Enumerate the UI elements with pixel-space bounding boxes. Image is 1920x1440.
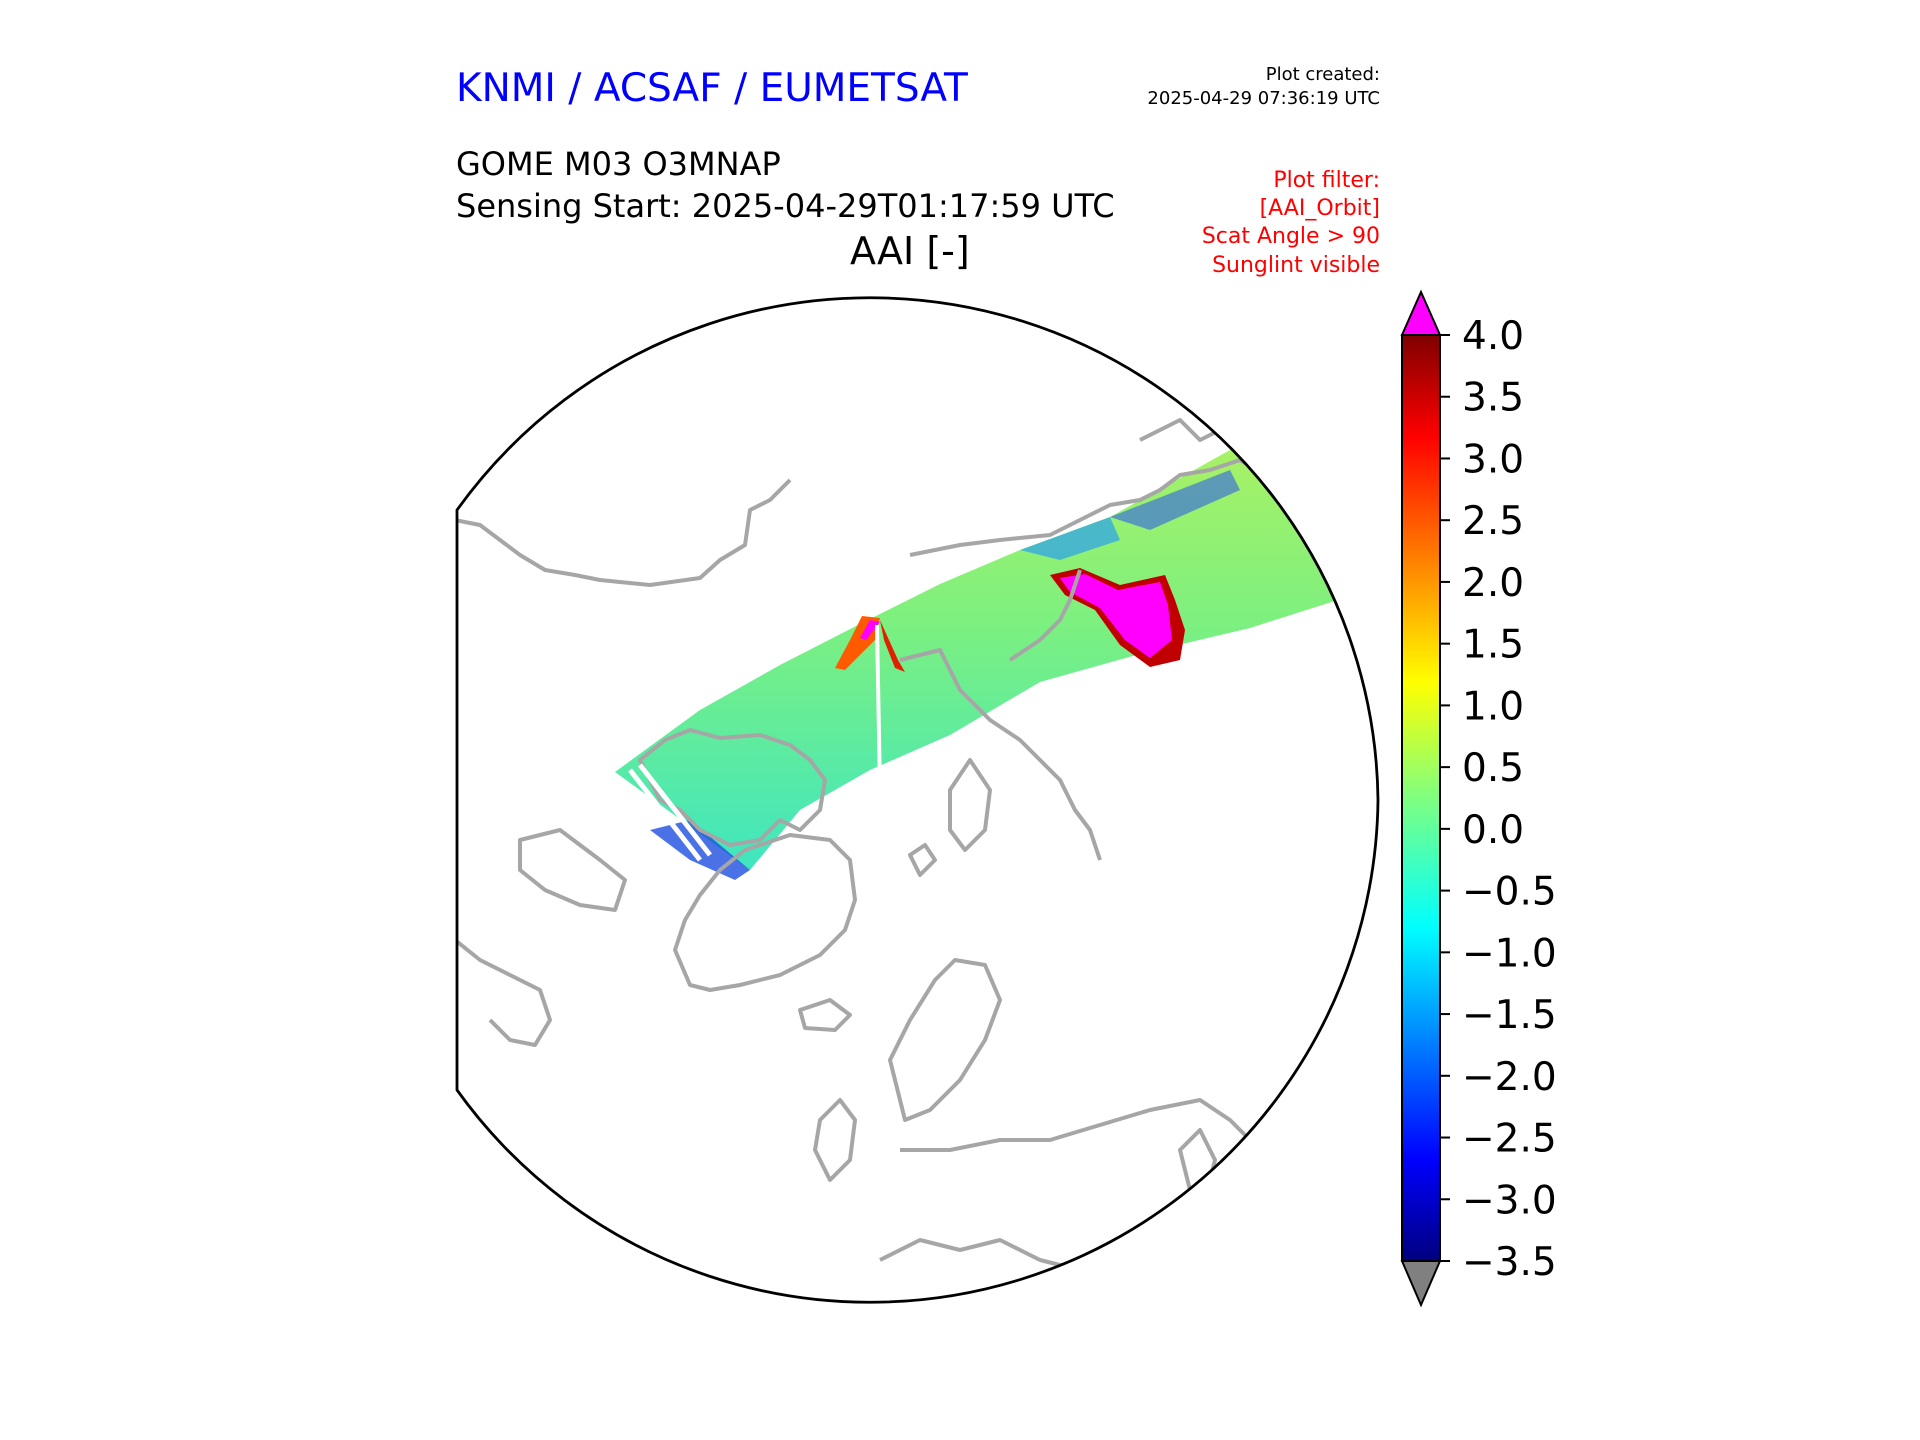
coastline-asia-east: [1139, 418, 1241, 442]
elevated-aai-near-pole: [860, 620, 880, 640]
coastline-svalbard: [908, 843, 937, 877]
colorbar-tick-label: 3.0: [1462, 437, 1524, 482]
coastline-siberia-north: [899, 648, 1102, 861]
plot-filter-line: Plot filter:: [1273, 168, 1380, 193]
colorbar-under-min-triangle: [1400, 1260, 1442, 1308]
colorbar-tick-label: 2.0: [1462, 561, 1524, 606]
colorbar-tick-label: 1.5: [1462, 623, 1524, 668]
globe-content: [457, 380, 1378, 1272]
colorbar-tick-label: −2.5: [1462, 1117, 1557, 1162]
coastline-mediterranean: [879, 1238, 1161, 1272]
negative-aai-region: [1020, 517, 1120, 560]
colorbar-tick-label: 4.0: [1462, 314, 1524, 359]
data-gaps: [628, 624, 882, 862]
globe-boundary: [455, 296, 1380, 1304]
coastline-canada: [457, 478, 792, 587]
product-title: GOME M03 O3MNAP: [456, 145, 781, 183]
plot-filter-line: Sunglint visible: [1212, 253, 1380, 278]
coastline-hudson-bay: [518, 828, 627, 912]
colorbar: 4.0 3.5 3.0 2.5 2.0 1.5 1.0 0.5 0.0 −0.5 −1.0 −1.5 −…: [1400, 289, 1557, 1308]
coastline-canadian-islands: [638, 728, 827, 847]
colorbar-tick-label: −3.0: [1462, 1178, 1557, 1223]
plot-filter-line: [AAI_Orbit]: [1259, 196, 1380, 221]
plot-created-label: Plot created:: [1265, 64, 1380, 85]
colorbar-tick-label: 3.5: [1462, 376, 1524, 421]
plot-filter-line: Scat Angle > 90: [1201, 224, 1380, 249]
coastline-europe: [900, 1098, 1332, 1152]
sensing-start: Sensing Start: 2025-04-29T01:17:59 UTC: [456, 187, 1115, 225]
colorbar-body: [1401, 334, 1441, 1262]
coastline-greenland: [673, 833, 857, 992]
colorbar-tick-label: −0.5: [1462, 870, 1557, 915]
coastline-novaya-zemlya: [948, 758, 992, 852]
coastline-british-isles: [813, 1098, 857, 1182]
colorbar-tick-label: 2.5: [1462, 499, 1524, 544]
elevated-aai-near-pole: [880, 620, 905, 672]
coastline-caspian: [1178, 1128, 1217, 1202]
colorbar-tick-label: −1.0: [1462, 931, 1557, 976]
colorbar-tick-label: 0.0: [1462, 808, 1524, 853]
colorbar-tick-label: −3.5: [1462, 1240, 1557, 1285]
colorbar-tick-label: −1.5: [1462, 993, 1557, 1038]
colorbar-tick-label: 1.0: [1462, 684, 1524, 729]
org-title: KNMI / ACSAF / EUMETSAT: [456, 66, 968, 111]
coastline-taymyr: [1008, 569, 1082, 662]
elevated-aai-plume-siberia: [1060, 574, 1172, 658]
colorbar-over-max-triangle: [1400, 289, 1442, 336]
satellite-swath: [615, 380, 1378, 870]
map-title: AAI [-]: [850, 229, 970, 273]
negative-aai-region: [1110, 470, 1240, 530]
coastline-scandinavia: [888, 958, 1002, 1122]
plot-created-time: 2025-04-29 07:36:19 UTC: [1147, 88, 1380, 109]
coastline-iceland: [798, 998, 852, 1032]
colorbar-tick-label: −2.0: [1462, 1055, 1557, 1100]
coastline-alaska: [457, 938, 552, 1047]
colorbar-tick-label: 0.5: [1462, 746, 1524, 791]
